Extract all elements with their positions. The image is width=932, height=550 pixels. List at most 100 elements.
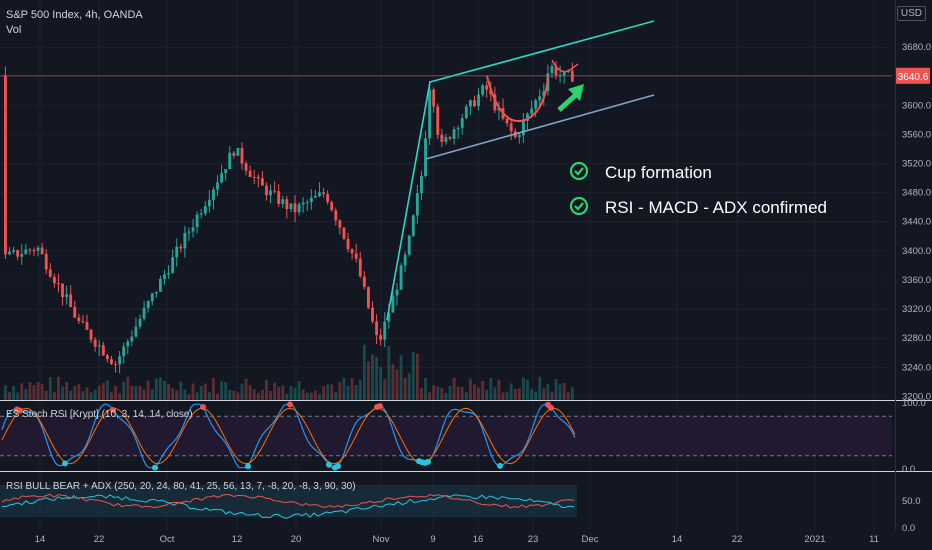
x-tick-label: Oct [160, 534, 175, 545]
volume-bar [448, 385, 452, 400]
volume-bar [101, 383, 105, 400]
volume-bar [110, 391, 113, 400]
volume-bar [273, 382, 277, 400]
volume-bar [473, 384, 476, 400]
volume-bar [183, 389, 187, 400]
candle-body [256, 177, 260, 179]
volume-bar [171, 388, 175, 400]
candle-body [473, 100, 476, 107]
candle-body [481, 85, 485, 95]
candle-body [493, 94, 497, 111]
volume-bar [566, 392, 570, 400]
volume-bar [371, 354, 374, 400]
volume-bar [420, 387, 423, 400]
stoch-band [0, 416, 892, 456]
candle-body [122, 346, 126, 357]
volume-bar [44, 390, 48, 400]
volume-bar [346, 385, 350, 400]
candle-body [203, 206, 207, 214]
x-tick-label: 14 [672, 534, 683, 545]
volume-bar [203, 383, 207, 400]
x-tick-label: 9 [430, 534, 435, 545]
volume-bar [305, 392, 309, 400]
candle-body [260, 178, 264, 186]
check-icon [569, 161, 589, 181]
volume-bar [97, 385, 101, 400]
candle-body [526, 113, 529, 121]
volume-bar [399, 355, 403, 400]
volume-bar [138, 385, 142, 400]
check-icon-mark [574, 167, 584, 176]
candle-body [285, 199, 289, 210]
candle-body [265, 185, 268, 196]
currency-label[interactable]: USD [896, 6, 926, 21]
stoch-dot [326, 461, 332, 468]
candle-body [424, 138, 427, 176]
volume-bar [501, 392, 505, 400]
candle-body [4, 75, 7, 255]
rsi-tick-label: 0.0 [902, 523, 915, 534]
volume-label: Vol [6, 24, 22, 36]
volume-bar [513, 389, 517, 400]
volume-bar [550, 391, 554, 400]
candle-body [97, 345, 101, 347]
volume-bar [77, 384, 81, 400]
candle-body [477, 94, 480, 107]
volume-bar [350, 378, 354, 400]
volume-bar [126, 376, 130, 400]
candle-body [126, 341, 130, 347]
candle-body [411, 215, 415, 236]
volume-bar [179, 381, 183, 400]
volume-bar [4, 385, 7, 400]
y-tick-label: 3480.0 [902, 188, 931, 199]
stoch-d-line [1, 407, 576, 465]
stoch-dot [335, 463, 341, 470]
stoch-dot [245, 463, 251, 470]
volume-bar [497, 379, 501, 400]
volume-bar [546, 383, 550, 400]
volume-bar [301, 389, 305, 400]
volume-bar [20, 383, 24, 400]
check-icon [569, 196, 589, 216]
volume-bar [289, 385, 293, 400]
stoch-dot [152, 464, 158, 471]
candle-body [240, 148, 244, 164]
candle-body [420, 175, 423, 194]
volume-bar [383, 378, 387, 400]
candle-body [313, 196, 317, 198]
stoch-dot [425, 458, 431, 465]
x-tick-label: 20 [291, 534, 302, 545]
volume-bar [158, 377, 162, 400]
volume-bar [281, 385, 285, 400]
volume-bar [93, 389, 97, 400]
volume-bar [334, 391, 338, 400]
x-tick-label: 14 [35, 534, 46, 545]
y-tick-label: 3240.0 [902, 362, 931, 373]
volume-bar [150, 389, 154, 400]
symbol-title: S&P 500 Index, 4h, OANDA [6, 9, 143, 21]
candle-body [228, 152, 232, 170]
volume-bar [36, 381, 40, 400]
y-tick-label: 3520.0 [902, 159, 931, 170]
volume-bar [293, 387, 297, 400]
candle-body [521, 120, 525, 136]
stoch-dot [110, 407, 116, 414]
volume-bar [24, 388, 28, 400]
stoch-dot [377, 403, 383, 410]
last-price-badge [896, 67, 930, 84]
candle-body [57, 283, 60, 285]
confirm-annotation: RSI - MACD - ADX confirmed [605, 198, 827, 217]
rsi-adx-title: RSI BULL BEAR + ADX (250, 20, 24, 80, 41… [6, 481, 356, 492]
candle-body [456, 127, 460, 130]
cup-handle [551, 59, 579, 73]
volume-bar [195, 392, 199, 400]
candle-body [73, 306, 77, 318]
candle-body [138, 318, 142, 327]
volume-bar [191, 383, 195, 400]
volume-bar [48, 377, 52, 400]
volume-bar [187, 393, 191, 400]
candle-body [322, 192, 325, 195]
candle-body [379, 335, 383, 340]
candle-body [383, 321, 387, 340]
